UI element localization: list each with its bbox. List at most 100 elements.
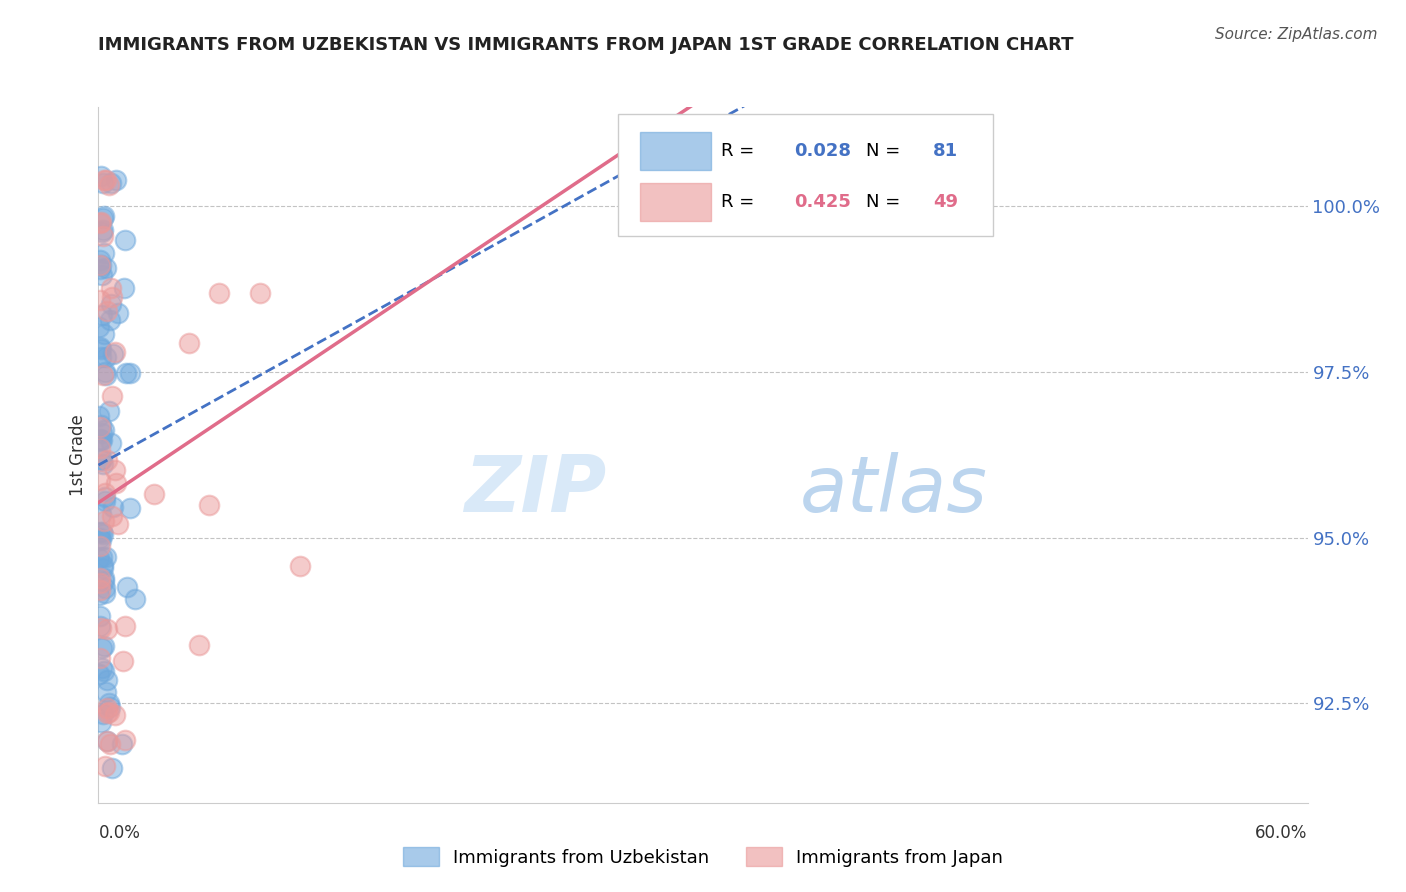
Point (90, 715, 112, 730)
Point (89, 259, 111, 273)
Text: IMMIGRANTS FROM UZBEKISTAN VS IMMIGRANTS FROM JAPAN 1ST GRADE CORRELATION CHART: IMMIGRANTS FROM UZBEKISTAN VS IMMIGRANTS… (98, 36, 1074, 54)
Text: 60.0%: 60.0% (1256, 823, 1308, 842)
Point (91, 525, 114, 540)
FancyBboxPatch shape (640, 183, 711, 220)
Point (249, 286, 271, 301)
Point (89, 420, 111, 434)
Text: 0.028: 0.028 (793, 142, 851, 161)
Point (188, 639, 211, 653)
Text: N =: N = (866, 193, 907, 211)
Point (114, 733, 136, 747)
Point (89, 409, 111, 423)
Point (91, 558, 114, 572)
Point (107, 306, 129, 320)
Point (96, 684, 118, 698)
Point (90, 268, 112, 283)
Point (90, 434, 112, 448)
Point (94, 490, 117, 504)
Point (104, 708, 127, 723)
Point (89, 651, 111, 665)
Point (90, 417, 112, 432)
Point (94, 581, 117, 595)
Point (143, 487, 166, 501)
Point (93, 173, 115, 187)
Point (114, 233, 136, 247)
Point (101, 290, 124, 304)
Point (853, 188, 876, 202)
Point (94, 759, 117, 773)
Point (100, 281, 122, 295)
Point (91, 368, 114, 383)
Point (97, 178, 120, 192)
Point (89, 320, 111, 334)
Point (91, 457, 114, 471)
Point (96, 734, 118, 748)
Point (93, 423, 115, 437)
Point (93, 664, 115, 678)
Point (104, 345, 127, 359)
Point (120, 366, 142, 380)
Point (100, 297, 122, 311)
Point (93, 574, 115, 588)
Point (89, 293, 111, 307)
Point (93, 365, 115, 379)
Point (90, 350, 112, 364)
Point (103, 347, 125, 361)
Text: 81: 81 (932, 142, 957, 161)
Point (90, 507, 112, 521)
Point (98, 313, 121, 327)
Point (90, 308, 112, 322)
Point (89, 216, 111, 230)
Point (96, 673, 118, 687)
Point (89, 609, 111, 624)
Point (101, 761, 124, 775)
Point (90, 433, 112, 447)
Point (89, 539, 111, 553)
Point (91, 527, 114, 541)
FancyBboxPatch shape (619, 114, 993, 235)
Point (98, 699, 121, 714)
Point (96, 173, 118, 187)
Text: 0.0%: 0.0% (98, 823, 141, 842)
Point (94, 350, 117, 364)
Point (98, 696, 121, 710)
Text: ZIP: ZIP (464, 451, 606, 528)
Point (89, 533, 111, 548)
Point (100, 436, 122, 450)
Point (115, 366, 138, 380)
Point (288, 558, 311, 573)
Point (89, 619, 111, 633)
Point (93, 639, 115, 653)
Point (94, 486, 117, 500)
FancyBboxPatch shape (640, 132, 711, 170)
Point (104, 463, 127, 477)
Text: N =: N = (866, 142, 907, 161)
Point (90, 169, 112, 183)
Point (93, 514, 115, 528)
Point (96, 622, 118, 636)
Point (101, 508, 124, 523)
Point (111, 737, 134, 751)
Point (96, 706, 118, 720)
Point (89, 262, 111, 277)
Point (96, 550, 118, 565)
Point (89, 432, 111, 446)
Point (117, 580, 139, 594)
Point (90, 660, 112, 674)
Point (112, 281, 135, 295)
Point (107, 517, 129, 532)
Text: Source: ZipAtlas.com: Source: ZipAtlas.com (1215, 27, 1378, 42)
Point (89, 531, 111, 545)
Point (90, 549, 112, 564)
Point (89, 441, 111, 455)
Point (96, 368, 118, 383)
Text: R =: R = (721, 142, 761, 161)
Point (90, 343, 112, 357)
Point (90, 225, 112, 239)
Point (90, 640, 112, 655)
Point (124, 591, 146, 606)
Point (94, 494, 117, 508)
Point (91, 223, 114, 237)
Point (91, 426, 114, 441)
Point (118, 501, 141, 516)
